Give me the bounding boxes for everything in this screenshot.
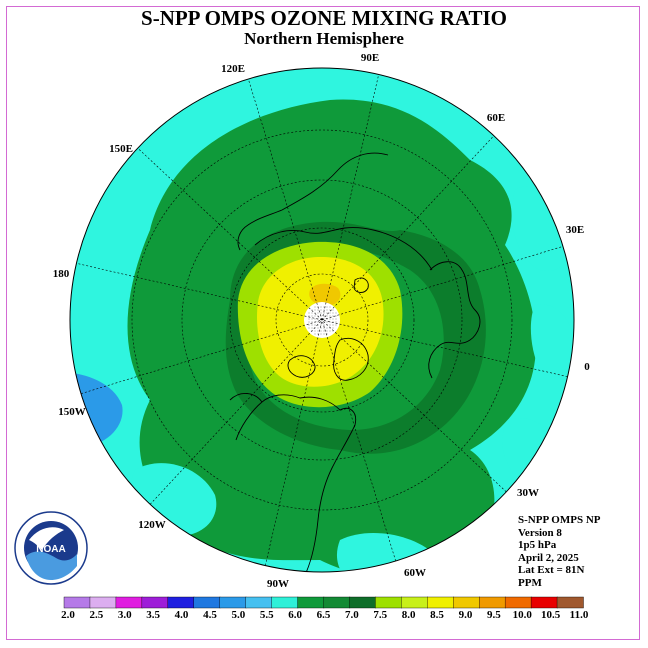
lon-label-120w: 120W: [138, 519, 166, 531]
lon-label-60e: 60E: [487, 112, 505, 124]
noaa-logo-text: NOAA: [36, 544, 65, 555]
colorbar-tick-label: 9.0: [459, 609, 473, 621]
colorbar-tick-label: 4.5: [203, 609, 217, 621]
meridian-line: [80, 246, 564, 394]
colorbar-swatch: [271, 596, 299, 609]
map-title: S-NPP OMPS OZONE MIXING RATIO: [141, 6, 507, 30]
colorbar-swatch: [167, 596, 195, 609]
coast-asia: [237, 152, 433, 271]
noaa-logo: NOAA: [14, 511, 88, 585]
colorbar-swatch: [323, 596, 351, 609]
ozone-field: [70, 68, 574, 572]
lon-label-120e: 120E: [221, 63, 245, 75]
lon-label-30w: 30W: [517, 487, 539, 499]
info-lat-ext: Lat Ext = 81N: [518, 564, 585, 576]
colorbar-tick-label: 8.0: [402, 609, 416, 621]
cyan-patch-southeast: [530, 304, 574, 378]
colorbar-tick-label: 8.5: [430, 609, 444, 621]
colorbar-swatch: [245, 596, 273, 609]
lon-label-180: 180: [53, 268, 70, 280]
colorbar-swatch: [530, 596, 558, 609]
lon-label-0: 0: [584, 361, 590, 373]
colorbar-swatch: [479, 596, 506, 609]
info-date: April 2, 2025: [518, 551, 579, 564]
colorbar-tick-label: 3.5: [146, 609, 160, 621]
polar-cap-dots: [308, 306, 337, 335]
cyan-patch-bottom: [336, 533, 441, 572]
colorbar-tick-label: 10.5: [541, 609, 561, 621]
colorbar-swatch: [556, 596, 584, 609]
colorbar-swatch: [297, 596, 325, 609]
colorbar-swatch: [427, 596, 454, 609]
colorbar-swatch: [504, 596, 532, 609]
info-level: 1p5 hPa: [518, 539, 557, 551]
colorbar-swatch: [141, 596, 169, 609]
colorbar-tick-label: 2.0: [61, 609, 75, 621]
coast-greenland: [333, 337, 369, 381]
lon-label-90w: 90W: [267, 578, 289, 590]
info-units: PPM: [518, 576, 542, 589]
colorbar: 2.0 2.5 3.0 3.5 4.0 4.5 5.0 5.5 6.0 6.5 7.0 7.5 8.0 8…: [61, 596, 589, 621]
map-subtitle: Northern Hemisphere: [244, 29, 404, 48]
colorbar-tick-label: 3.0: [118, 609, 132, 621]
lon-label-150w: 150W: [58, 406, 86, 418]
colorbar-swatch: [375, 596, 403, 609]
lon-label-150e: 150E: [109, 143, 133, 155]
colorbar-tick-label: 6.0: [288, 609, 302, 621]
colorbar-tick-label: 7.5: [373, 609, 387, 621]
colorbar-tick-label: 5.0: [231, 609, 245, 621]
coast-north-america: [229, 393, 357, 572]
colorbar-tick-label: 4.0: [175, 609, 189, 621]
colorbar-tick-label: 6.5: [317, 609, 331, 621]
colorbar-swatch: [63, 596, 91, 609]
colorbar-swatch: [193, 596, 221, 609]
map-border: [69, 67, 575, 573]
colorbar-swatch: [89, 596, 117, 609]
orange-patch: [309, 283, 341, 307]
colorbar-swatch: [349, 596, 377, 609]
info-instrument: S-NPP OMPS NP: [518, 514, 601, 526]
lon-label-30e: 30E: [566, 224, 584, 236]
colorbar-tick-label: 11.0: [570, 609, 589, 621]
colorbar-tick-label: 2.5: [90, 609, 104, 621]
colorbar-tick-label: 5.5: [260, 609, 274, 621]
colorbar-tick-label: 9.5: [487, 609, 501, 621]
colorbar-swatch: [401, 596, 429, 609]
coastlines: [229, 152, 481, 572]
page-frame: [6, 6, 640, 640]
lon-label-60w: 60W: [404, 567, 426, 579]
coast-arctic-islands: [287, 277, 369, 378]
colorbar-tick-label: 10.0: [513, 609, 533, 621]
graticule: [76, 74, 568, 566]
colorbar-swatch: [115, 596, 143, 609]
colorbar-swatch: [219, 596, 247, 609]
info-block: S-NPP OMPS NP Version 8 1p5 hPa April 2,…: [518, 514, 601, 589]
lon-label-90e: 90E: [361, 52, 379, 64]
colorbar-tick-label: 7.0: [345, 609, 359, 621]
info-version: Version 8: [518, 526, 562, 539]
colorbar-swatch: [453, 596, 480, 609]
